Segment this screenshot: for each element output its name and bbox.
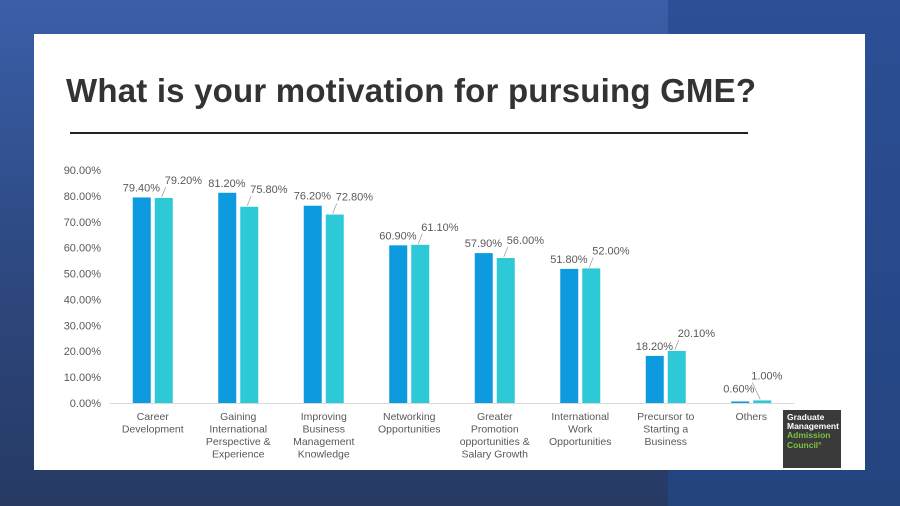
bar: [303, 205, 322, 403]
bar: [731, 401, 750, 403]
category-label-line: Career: [137, 411, 170, 423]
category-label-line: Business: [644, 436, 687, 448]
y-tick-label: 90.00%: [64, 165, 102, 177]
data-label: 61.10%: [421, 222, 459, 234]
y-tick-label: 20.00%: [64, 346, 102, 358]
bar: [240, 206, 259, 403]
y-tick-label: 0.00%: [70, 398, 101, 410]
category-label-line: Promotion: [471, 424, 519, 436]
category-label-line: International: [551, 411, 609, 423]
category-label: International Work Opportunities: [549, 411, 611, 448]
data-label: 60.90%: [379, 230, 417, 242]
category-label: Improving Business Management Knowledge: [293, 411, 354, 461]
data-label: 79.40%: [123, 182, 161, 194]
slide-title: What is your motivation for pursuing GME…: [66, 72, 757, 109]
data-label-leader: [332, 203, 338, 214]
bar: [218, 192, 237, 403]
data-label: 51.80%: [550, 254, 588, 266]
data-label-leader: [503, 246, 509, 258]
category-label-line: Work: [568, 424, 593, 436]
category-label-line: International: [209, 424, 267, 436]
data-label: 81.20%: [208, 178, 246, 190]
bar: [582, 268, 601, 403]
y-tick-label: 10.00%: [64, 372, 102, 384]
category-label-line: Improving: [301, 411, 347, 423]
category-label-line: Others: [735, 411, 767, 423]
category-label-line: Networking: [383, 411, 436, 423]
y-tick-label: 40.00%: [64, 294, 102, 306]
data-label: 52.00%: [592, 245, 630, 257]
data-label: 57.90%: [465, 238, 503, 250]
data-label: 18.20%: [636, 341, 674, 353]
category-label-line: Business: [302, 424, 345, 436]
category-label: Precursor to Starting a Business: [637, 411, 694, 448]
slide: What is your motivation for pursuing GME…: [34, 34, 865, 470]
y-tick-label: 70.00%: [64, 217, 102, 229]
bar: [132, 197, 151, 403]
category-label-line: Management: [293, 436, 354, 448]
data-label-leader: [161, 186, 167, 198]
y-tick-label: 50.00%: [64, 269, 102, 281]
bar: [645, 355, 664, 403]
logo-line-4: Council°: [787, 439, 822, 450]
data-label-leader: [588, 257, 594, 268]
bar: [325, 214, 344, 403]
category-label: Networking Opportunities: [378, 411, 440, 436]
y-tick-label: 60.00%: [64, 243, 102, 255]
category-label-line: Salary Growth: [461, 449, 528, 461]
bar: [560, 268, 579, 403]
y-tick-label: 30.00%: [64, 320, 102, 332]
data-label: 72.80%: [336, 192, 374, 204]
bar: [474, 253, 493, 403]
data-label: 76.20%: [294, 191, 332, 203]
category-label-line: Gaining: [220, 411, 256, 423]
category-label: Others: [735, 411, 767, 423]
data-label: 20.10%: [678, 328, 716, 340]
data-label: 75.80%: [250, 184, 288, 196]
category-label-line: Precursor to: [637, 411, 694, 423]
data-label-leader: [751, 382, 761, 400]
bar: [389, 245, 408, 403]
gmac-logo: Graduate Management Admission Council°: [783, 410, 841, 468]
logo-line-2: Management: [787, 421, 839, 432]
category-label-line: Experience: [212, 449, 265, 461]
logo-line-1: Graduate: [787, 412, 825, 422]
data-label-leader: [674, 339, 680, 351]
bar: [411, 244, 430, 403]
data-label: 79.20%: [165, 175, 203, 187]
category-label-line: Opportunities: [549, 436, 611, 448]
bar: [753, 400, 772, 403]
category-label: Gaining International Perspective & Experie…: [206, 411, 271, 461]
data-label: 1.00%: [751, 370, 782, 382]
category-label-line: opportunities &: [460, 436, 530, 448]
category-label-line: Greater: [477, 411, 513, 423]
data-label: 56.00%: [507, 235, 545, 247]
bar: [496, 258, 515, 403]
bar: [154, 197, 173, 403]
logo-line-3: Admission: [787, 430, 831, 441]
bar-chart: 0.00% 10.00% 20.00% 30.00% 40.00% 50.00% 60.00…: [64, 165, 794, 461]
data-label-leader: [417, 233, 423, 244]
category-label-line: Knowledge: [298, 449, 350, 461]
title-divider: [70, 132, 748, 134]
category-label-line: Opportunities: [378, 424, 440, 436]
category-label-line: Starting a: [643, 424, 688, 436]
category-label: Career Development: [122, 411, 184, 436]
category-label-line: Development: [122, 424, 184, 436]
category-label-line: Perspective &: [206, 436, 271, 448]
data-label-leader: [246, 195, 252, 206]
y-tick-label: 80.00%: [64, 191, 102, 203]
category-label: Greater Promotion opportunities & Salary Gr…: [460, 411, 530, 461]
data-label: 0.60%: [723, 383, 754, 395]
bar: [667, 350, 686, 403]
